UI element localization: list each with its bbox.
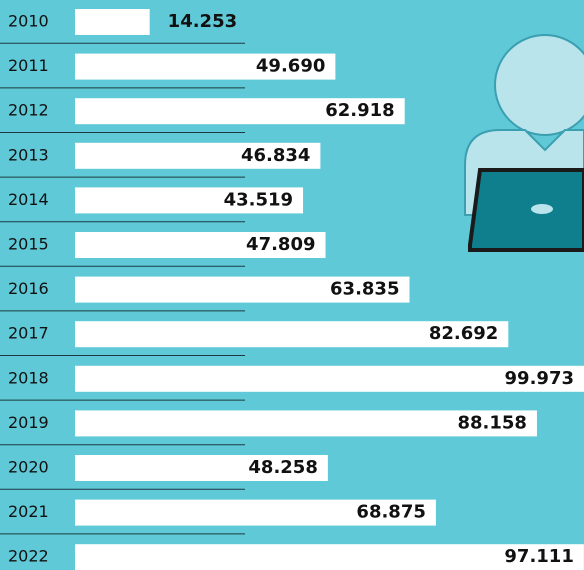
year-label: 2021 (8, 502, 49, 521)
person-icon (464, 34, 584, 252)
year-label: 2016 (8, 279, 49, 298)
bar (75, 98, 405, 125)
bar (75, 9, 150, 35)
value-label: 68.875 (356, 502, 425, 523)
bar (75, 455, 328, 481)
bar (75, 142, 321, 169)
year-label: 2018 (8, 368, 49, 387)
value-label: 82.692 (429, 323, 498, 344)
year-label: 2012 (8, 101, 49, 120)
bar (75, 53, 336, 80)
year-label: 2013 (8, 145, 49, 164)
year-label: 2014 (8, 190, 49, 209)
value-label: 46.834 (241, 145, 310, 166)
value-label: 48.258 (248, 457, 317, 478)
bar (75, 321, 509, 348)
value-label: 49.690 (256, 56, 325, 77)
bar (75, 365, 584, 392)
value-label: 63.835 (330, 279, 399, 300)
bar (75, 499, 436, 526)
year-label: 2015 (8, 235, 49, 254)
bar (75, 187, 304, 214)
value-label: 62.918 (325, 100, 394, 121)
year-label: 2020 (8, 458, 49, 477)
bar (75, 232, 326, 258)
value-label: 47.809 (246, 234, 315, 255)
year-label: 2010 (8, 12, 49, 31)
bar (75, 544, 584, 570)
value-label: 97.111 (504, 546, 573, 567)
year-label: 2019 (8, 413, 49, 432)
bar (75, 410, 537, 437)
value-label: 88.158 (457, 412, 526, 433)
year-label: 2022 (8, 547, 49, 566)
year-label: 2011 (8, 56, 49, 75)
year-label: 2017 (8, 324, 49, 343)
value-label: 99.973 (505, 368, 574, 389)
value-label: 43.519 (224, 189, 293, 210)
value-label: 14.253 (168, 11, 237, 32)
bar (75, 276, 410, 303)
